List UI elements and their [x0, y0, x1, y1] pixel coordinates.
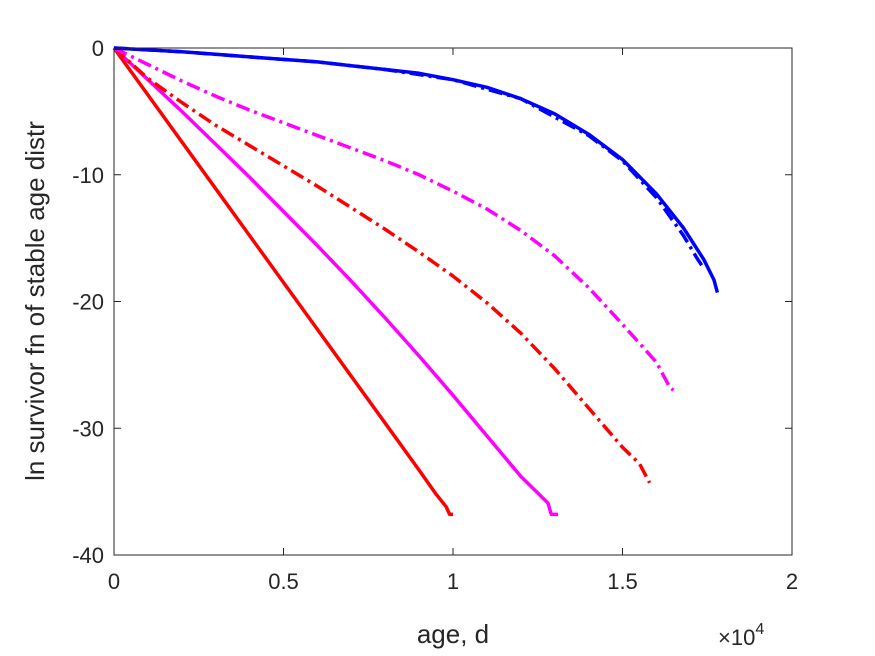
x-axis-label: age, d: [417, 619, 489, 649]
y-tick-label: -30: [72, 416, 104, 441]
y-tick-label: -10: [72, 163, 104, 188]
series-line-2: [112, 46, 559, 517]
series-line-4: [113, 46, 675, 392]
x-axis-multiplier-exponent: 4: [755, 621, 764, 638]
series-layer: [112, 46, 720, 517]
x-tick-label: 1.5: [607, 569, 638, 594]
x-tick-label: 0.5: [268, 569, 299, 594]
y-axis-label: ln survivor fn of stable age distr: [20, 121, 50, 481]
x-axis-multiplier-base: ×10: [718, 625, 755, 650]
y-tick-label: -40: [72, 543, 104, 568]
series-line-6: [113, 46, 706, 270]
y-tick-label: 0: [92, 36, 104, 61]
x-axis-multiplier: ×104: [718, 621, 764, 650]
series-line-1: [112, 46, 453, 517]
y-tick-label: -20: [72, 290, 104, 315]
x-tick-label: 1: [447, 569, 459, 594]
series-line-3: [112, 46, 652, 484]
x-tick-label: 0: [108, 569, 120, 594]
tick-layer: 0 0.5 1 1.5 2 0 -10 -20 -30 -40: [72, 36, 798, 594]
x-tick-label: 2: [786, 569, 798, 594]
